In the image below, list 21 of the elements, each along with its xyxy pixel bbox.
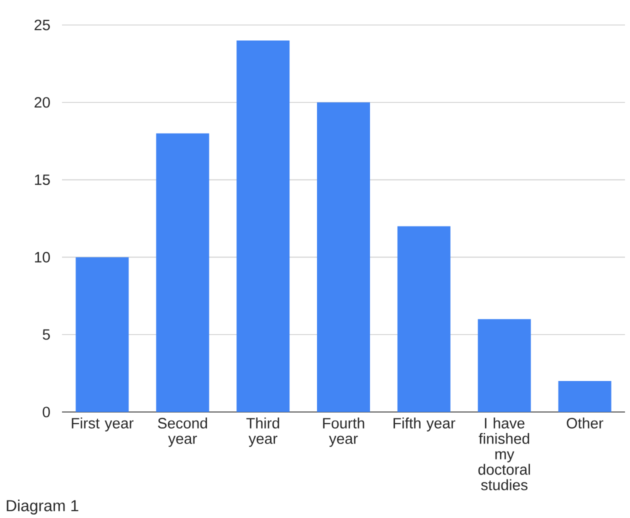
bar	[478, 319, 531, 412]
y-tick-label: 15	[35, 174, 50, 186]
x-tick-label: Fifth year	[394, 418, 456, 432]
bar	[397, 226, 450, 412]
x-tick-label: First year	[72, 418, 134, 432]
bar	[76, 257, 129, 412]
y-tick-label: 5	[42, 329, 50, 340]
x-tick-label: Other	[566, 418, 604, 428]
bar	[236, 40, 290, 412]
x-tick-label: Third year	[246, 418, 280, 447]
y-tick-label: 0	[42, 406, 50, 418]
bar	[156, 133, 210, 412]
x-tick-label: Second year	[158, 418, 208, 447]
y-tick-label: 10	[35, 252, 50, 262]
y-tick-label: 20	[34, 97, 50, 108]
x-tick-label: Fourth year	[323, 418, 364, 447]
y-tick-label: 25	[34, 20, 50, 30]
text: Diagram 1	[6, 500, 78, 514]
bar	[317, 102, 370, 412]
bar	[558, 381, 612, 412]
x-tick-label: I have finished my doctoral studies	[478, 418, 530, 490]
